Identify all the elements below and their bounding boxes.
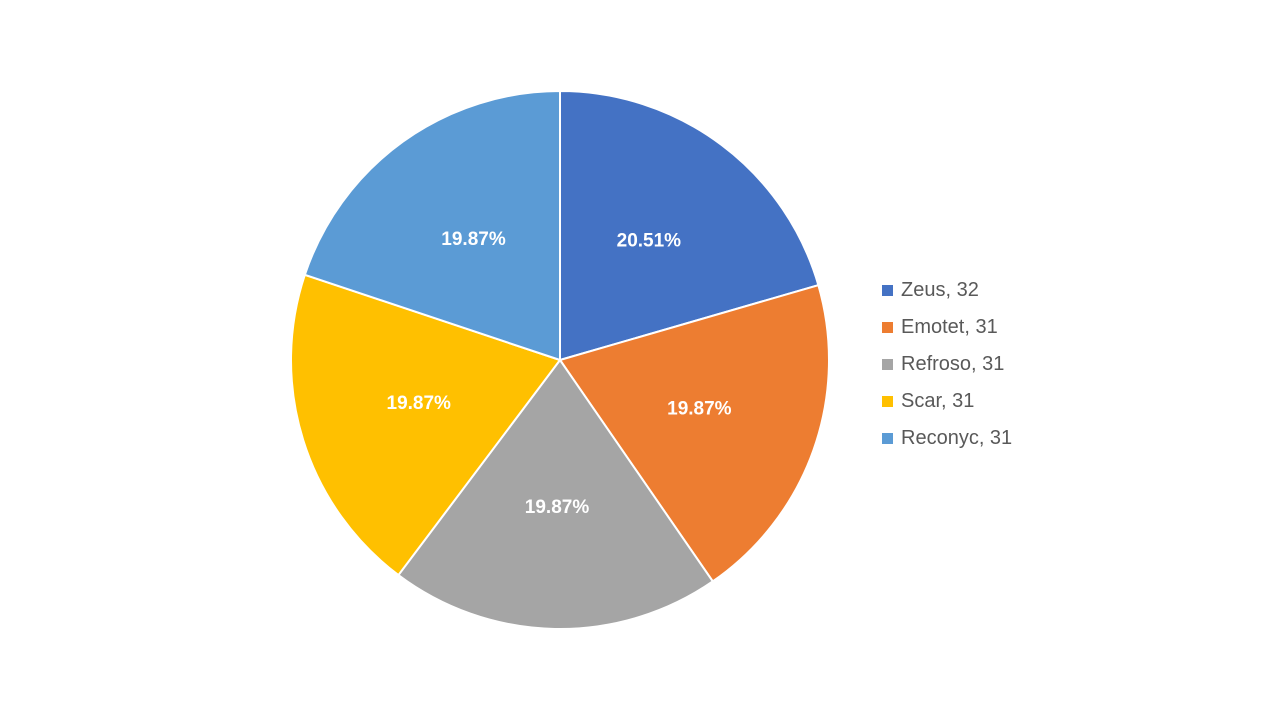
slice-label-scar: 19.87% (387, 393, 452, 414)
legend-label-reconyc: Reconyc, 31 (901, 427, 1013, 449)
slice-label-reconyc: 19.87% (441, 229, 506, 250)
pie-labels: 20.51% 19.87% 19.87% 19.87% 19.87% (387, 229, 732, 518)
slice-label-zeus: 20.51% (617, 231, 682, 252)
pie-slice-scar (290, 273, 562, 577)
legend-swatch-emotet (882, 322, 893, 333)
legend-item-zeus: Zeus, 32 (882, 272, 1012, 309)
pie-slice-refroso (396, 358, 715, 630)
legend-item-refroso: Refroso, 31 (882, 346, 1012, 383)
legend-item-reconyc: Reconyc, 31 (882, 420, 1012, 457)
legend-label-emotet: Emotet, 31 (901, 316, 998, 338)
legend-swatch-scar (882, 396, 893, 407)
legend-swatch-zeus (882, 285, 893, 296)
legend-swatch-reconyc (882, 433, 893, 444)
pie-slice-zeus (559, 89, 820, 362)
legend-item-scar: Scar, 31 (882, 383, 1012, 420)
legend-label-scar: Scar, 31 (901, 390, 975, 412)
pie-slice-reconyc (303, 89, 561, 362)
legend-swatch-refroso (882, 359, 893, 370)
slice-label-emotet: 19.87% (667, 399, 732, 420)
legend-label-refroso: Refroso, 31 (901, 353, 1005, 375)
pie-slices (290, 89, 830, 630)
legend-item-emotet: Emotet, 31 (882, 309, 1012, 346)
pie-slice-emotet (558, 283, 830, 583)
legend-label-zeus: Zeus, 32 (901, 279, 979, 301)
slice-label-refroso: 19.87% (525, 497, 590, 518)
legend: Zeus, 32 Emotet, 31 Refroso, 31 Scar, 31… (882, 272, 1012, 457)
